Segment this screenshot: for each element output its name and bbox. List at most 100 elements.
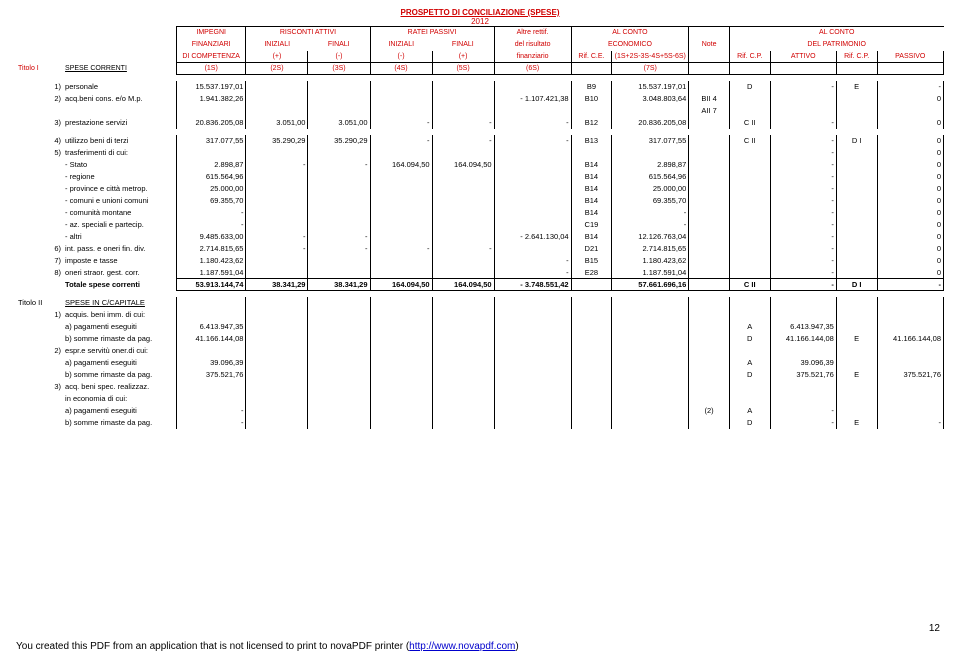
cell [308, 171, 370, 183]
cell [370, 195, 432, 207]
cell [729, 105, 770, 117]
cell [877, 321, 944, 333]
cell [571, 357, 612, 369]
cell [176, 381, 246, 393]
cell: 69.355,70 [612, 195, 689, 207]
cell [432, 309, 494, 321]
row-number: 5) [46, 147, 63, 159]
cell [246, 393, 308, 405]
cell [770, 393, 836, 405]
cell [370, 357, 432, 369]
cell [370, 93, 432, 105]
cell [308, 255, 370, 267]
hdr-rifce: Rif. C.E. [571, 51, 612, 63]
cell [308, 333, 370, 345]
hdr-5s: (5S) [432, 63, 494, 75]
cell: 20.836.205,08 [176, 117, 246, 129]
cell: - [176, 405, 246, 417]
cell [432, 195, 494, 207]
cell [770, 105, 836, 117]
row-label: - regione [63, 171, 176, 183]
total-c11: D I [836, 279, 877, 291]
cell: 69.355,70 [176, 195, 246, 207]
cell [246, 81, 308, 93]
cell [836, 117, 877, 129]
cell: B12 [571, 117, 612, 129]
row-number: 2) [46, 93, 63, 105]
cell [176, 393, 246, 405]
cell: 15.537.197,01 [176, 81, 246, 93]
total-c4: 164.094,50 [432, 279, 494, 291]
cell [836, 321, 877, 333]
hdr-impegni: IMPEGNI [176, 27, 246, 39]
cell [308, 369, 370, 381]
cell [432, 345, 494, 357]
cell: 0 [877, 255, 944, 267]
cell [836, 381, 877, 393]
cell: - [432, 117, 494, 129]
cell: - [770, 219, 836, 231]
cell [689, 417, 730, 429]
cell: - [432, 135, 494, 147]
cell [689, 231, 730, 243]
cell [836, 147, 877, 159]
cell: 2.714.815,65 [176, 243, 246, 255]
hdr-6s: (6S) [494, 63, 571, 75]
total-c9: C II [729, 279, 770, 291]
cell [308, 105, 370, 117]
row-label: - comuni e unioni comuni [63, 195, 176, 207]
row-number [46, 357, 63, 369]
reconciliation-table: IMPEGNI RISCONTI ATTIVI RATEI PASSIVI Al… [16, 26, 944, 429]
footer-close: ) [515, 641, 518, 652]
cell [494, 171, 571, 183]
cell [494, 357, 571, 369]
footer-link[interactable]: http://www.novapdf.com [409, 641, 515, 652]
cell [571, 369, 612, 381]
cell [612, 147, 689, 159]
cell [308, 267, 370, 279]
hdr-rifcp2: Rif. C.P. [836, 51, 877, 63]
cell: - [770, 243, 836, 255]
cell [729, 243, 770, 255]
cell: BII 4 [689, 93, 730, 105]
hdr-conto-patr: AL CONTO [729, 27, 943, 39]
cell [729, 159, 770, 171]
row-number [46, 105, 63, 117]
cell [836, 231, 877, 243]
cell [246, 309, 308, 321]
cell: - [770, 159, 836, 171]
cell: 41.166.144,08 [176, 333, 246, 345]
row-label: b) somme rimaste da pag. [63, 333, 176, 345]
hdr-3s: (3S) [308, 63, 370, 75]
cell [612, 369, 689, 381]
cell [612, 417, 689, 429]
cell: B14 [571, 195, 612, 207]
row-number [46, 393, 63, 405]
row-label: - Stato [63, 159, 176, 171]
cell: E28 [571, 267, 612, 279]
cell [370, 147, 432, 159]
row-number: 1) [46, 81, 63, 93]
cell [571, 321, 612, 333]
cell: 6.413.947,35 [176, 321, 246, 333]
row-label: oneri straor. gest. corr. [63, 267, 176, 279]
cell [370, 417, 432, 429]
cell [612, 345, 689, 357]
row-number [46, 405, 63, 417]
cell [836, 93, 877, 105]
cell [877, 345, 944, 357]
cell: - 1.107.421,38 [494, 93, 571, 105]
cell: 3.051,00 [308, 117, 370, 129]
cell [308, 195, 370, 207]
total-label: Totale spese correnti [63, 279, 176, 291]
total-c3: 164.094,50 [370, 279, 432, 291]
cell [836, 159, 877, 171]
cell: - [770, 117, 836, 129]
cell: - [770, 405, 836, 417]
cell [689, 81, 730, 93]
cell: 0 [877, 93, 944, 105]
cell: 3.051,00 [246, 117, 308, 129]
cell [494, 159, 571, 171]
cell: 0 [877, 243, 944, 255]
cell: 25.000,00 [176, 183, 246, 195]
